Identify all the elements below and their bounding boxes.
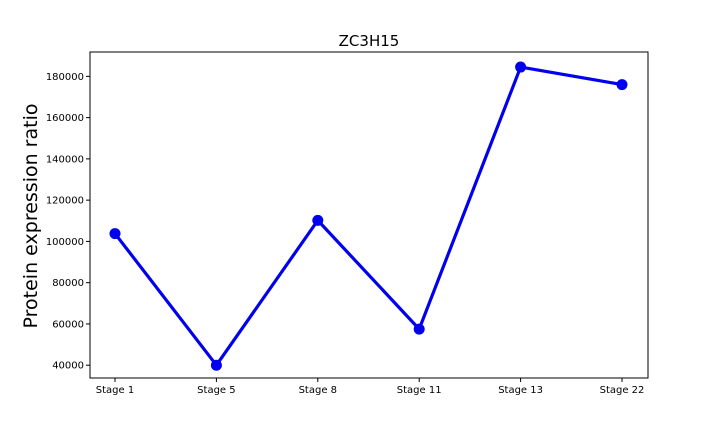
x-axis: Stage 1 Stage 5 Stage 8 Stage 11 Stage 13 Sta… (96, 378, 645, 396)
y-axis-label: Protein expression ratio (20, 104, 42, 329)
y-axis: 40000 60000 80000 100000 120000 140000 160000 1… (46, 72, 90, 372)
x-tick-label: Stage 8 (299, 385, 337, 396)
y-tick-label: 120000 (46, 196, 84, 207)
y-tick-label: 160000 (46, 113, 84, 124)
x-tick-label: Stage 11 (397, 385, 442, 396)
x-tick-label: Stage 13 (498, 385, 543, 396)
data-point (515, 61, 527, 73)
series-line (113, 65, 623, 367)
data-point (109, 228, 121, 240)
data-point (210, 359, 222, 371)
plot-frame (89, 51, 649, 379)
x-tick-label: Stage 22 (600, 385, 645, 396)
y-tick-label: 140000 (46, 154, 84, 165)
data-point (312, 214, 324, 226)
chart-title: ZC3H15 (339, 32, 400, 50)
data-point (616, 79, 628, 91)
x-tick-label: Stage 5 (197, 385, 235, 396)
y-tick-label: 180000 (46, 72, 84, 83)
data-point (413, 323, 425, 335)
y-tick-label: 60000 (52, 319, 84, 330)
y-tick-label: 100000 (46, 237, 84, 248)
series-layer (109, 61, 628, 371)
y-tick-label: 40000 (52, 361, 84, 372)
x-tick-label: Stage 1 (96, 385, 134, 396)
y-tick-label: 80000 (52, 278, 84, 289)
